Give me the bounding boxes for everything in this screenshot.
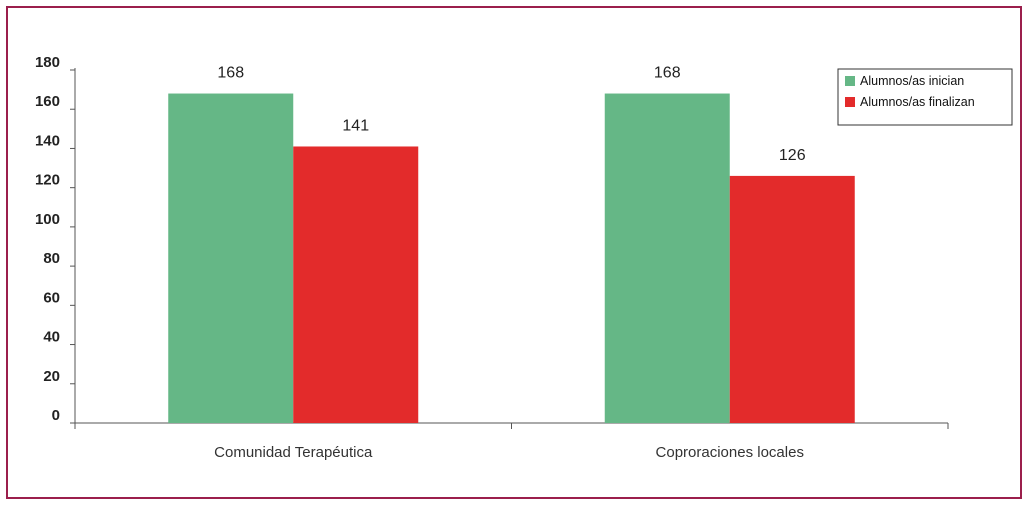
data-labels: 168 141 168 126 <box>217 65 805 164</box>
y-tick-label: 80 <box>43 250 60 267</box>
legend-swatch <box>845 97 855 107</box>
data-label: 141 <box>342 117 369 134</box>
data-label: 168 <box>654 65 681 82</box>
legend-box <box>837 68 1013 126</box>
chart-frame <box>6 6 1022 499</box>
x-category-label: Coproraciones locales <box>656 444 804 461</box>
y-tick-label: 60 <box>43 289 60 306</box>
y-tick-label: 180 <box>35 54 60 71</box>
legend-swatch <box>845 76 855 86</box>
y-tick-label: 120 <box>35 172 60 189</box>
bar <box>729 175 855 423</box>
y-tick-label: 20 <box>43 368 60 385</box>
bar <box>293 146 419 423</box>
y-tick-label: 100 <box>35 211 60 228</box>
legend-label: Alumnos/as inician <box>860 74 964 88</box>
data-label: 168 <box>217 65 244 82</box>
legend: Alumnos/as inician Alumnos/as finalizan <box>837 68 1013 126</box>
data-label: 126 <box>779 147 806 164</box>
legend-label: Alumnos/as finalizan <box>860 95 975 109</box>
y-tick-label: 140 <box>35 132 60 149</box>
x-category-label: Comunidad Terapéutica <box>214 444 373 461</box>
x-axis: Comunidad Terapéutica Coproraciones local… <box>74 422 949 461</box>
y-tick-label: 0 <box>52 407 60 424</box>
y-tick-label: 160 <box>35 93 60 110</box>
bars <box>168 93 855 424</box>
bar <box>604 93 730 424</box>
bar <box>168 93 294 424</box>
y-axis: 0 20 40 60 80 100 120 140 160 180 <box>35 54 76 424</box>
y-tick-label: 40 <box>43 329 60 346</box>
